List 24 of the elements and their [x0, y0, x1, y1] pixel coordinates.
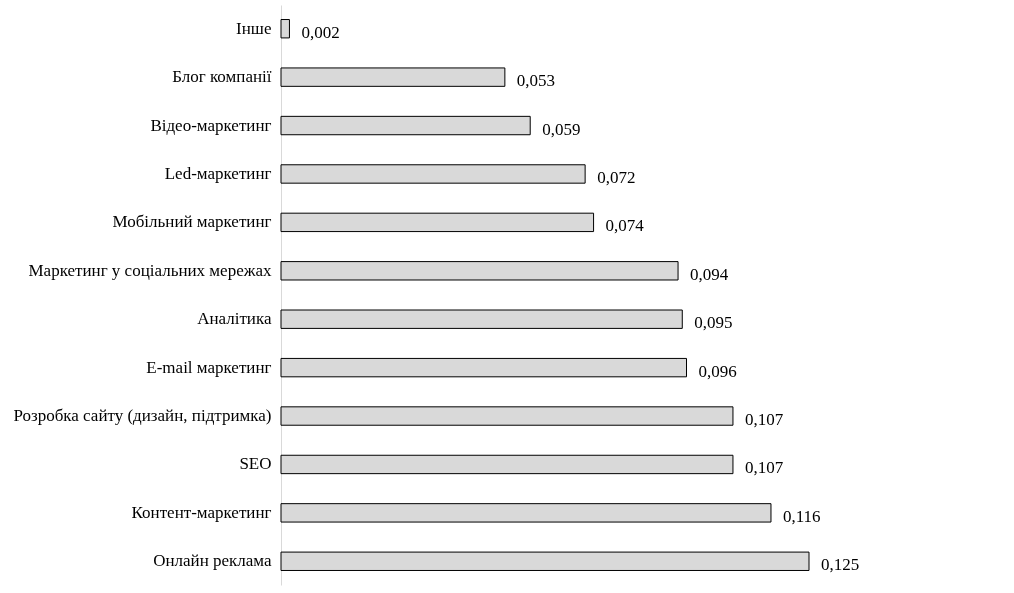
y-tick-label: Аналітика [197, 309, 272, 329]
data-label: 0,053 [516, 71, 556, 91]
data-label: 0,072 [597, 167, 636, 187]
data-label: 0,002 [301, 22, 340, 42]
y-tick-label: E-mail маркетинг [146, 357, 272, 377]
data-label: 0,059 [542, 119, 581, 139]
y-tick-label: Відео-маркетинг [150, 115, 272, 135]
y-tick-label: Розробка сайту (дизайн, підтримка) [13, 406, 272, 426]
y-tick-label: Led-маркетинг [164, 163, 272, 183]
y-tick-label: Блог компанії [172, 67, 272, 87]
data-label: 0,107 [744, 458, 784, 478]
data-label: 0,094 [690, 264, 729, 284]
data-label: 0,096 [698, 361, 737, 381]
data-label: 0,074 [605, 216, 645, 236]
y-tick-label: Контент-маркетинг [131, 502, 272, 522]
data-label: 0,116 [782, 506, 821, 526]
y-tick-label: Мобільний маркетинг [112, 212, 272, 232]
y-tick-label: SEO [239, 454, 272, 474]
data-label: 0,095 [694, 313, 733, 333]
y-tick-label: Онлайн реклама [153, 551, 272, 571]
data-label: 0,107 [744, 410, 784, 430]
data-label: 0,125 [821, 555, 860, 575]
y-tick-label: Інше [236, 18, 272, 38]
y-tick-label: Маркетинг у соціальних мережах [28, 260, 272, 280]
